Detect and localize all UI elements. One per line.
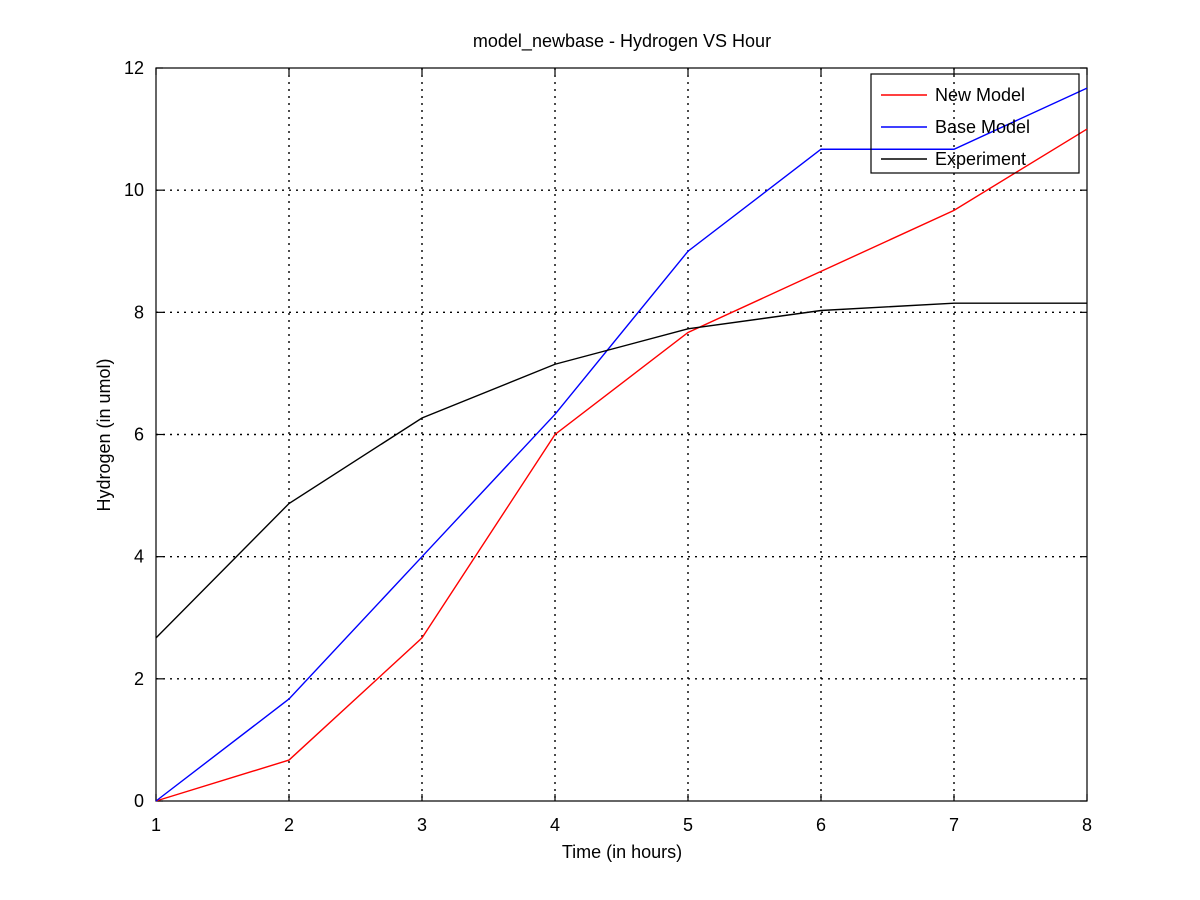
x-axis-title: Time (in hours) [562, 842, 682, 862]
legend: New Model Base Model Experiment [870, 73, 1080, 174]
y-tick-label: 10 [124, 180, 144, 200]
x-tick-label: 4 [550, 815, 560, 835]
legend-label-base-model: Base Model [935, 117, 1030, 137]
x-tick-label: 5 [683, 815, 693, 835]
y-tick-label: 2 [134, 669, 144, 689]
y-tick-label: 4 [134, 547, 144, 567]
y-tick-label: 8 [134, 302, 144, 322]
y-tick-label: 6 [134, 425, 144, 445]
y-axis-title: Hydrogen (in umol) [94, 358, 114, 511]
series-lines [155, 87, 1088, 802]
chart-title: model_newbase - Hydrogen VS Hour [473, 31, 771, 52]
x-tick-label: 7 [949, 815, 959, 835]
x-tick-label: 3 [417, 815, 427, 835]
series-line-new-model [155, 128, 1088, 802]
x-tick-label: 2 [284, 815, 294, 835]
series-line-experiment [155, 302, 1087, 639]
series-line-base-model [155, 87, 1088, 802]
legend-box [870, 73, 1080, 174]
legend-label-experiment: Experiment [935, 149, 1026, 169]
y-tick-label: 12 [124, 58, 144, 78]
legend-label-new-model: New Model [935, 85, 1025, 105]
x-tick-label: 6 [816, 815, 826, 835]
x-tick-label: 8 [1082, 815, 1092, 835]
grid [156, 68, 1087, 801]
y-tick-label: 0 [134, 791, 144, 811]
x-tick-label: 1 [151, 815, 161, 835]
